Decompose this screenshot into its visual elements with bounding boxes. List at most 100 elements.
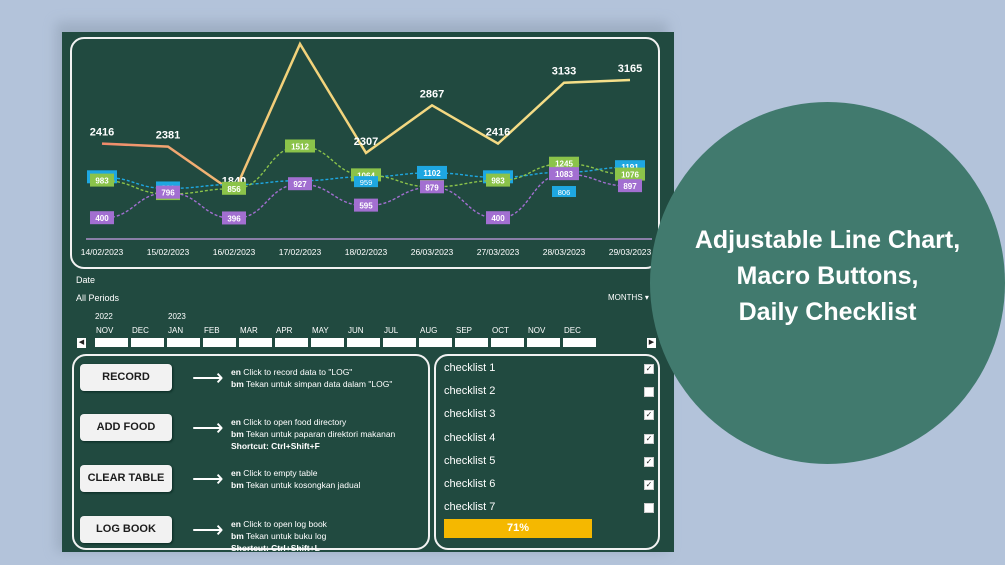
timeline-month-tile[interactable]: [527, 338, 560, 347]
data-label: 959: [360, 178, 373, 187]
data-label: 396: [227, 214, 241, 223]
macro-button-add-food[interactable]: ADD FOOD: [80, 414, 172, 441]
data-label-box: [486, 173, 510, 187]
lang-bm-tag: bm: [231, 531, 244, 541]
timeline-month-label: NOV: [96, 326, 114, 335]
timeline-month-tile[interactable]: [347, 338, 380, 347]
timeline-month-tile[interactable]: [239, 338, 272, 347]
data-label-box: [90, 211, 114, 225]
data-label-box: [420, 180, 444, 194]
timeline-month-tile[interactable]: [311, 338, 344, 347]
checklist-item[interactable]: checklist 1 ✓: [444, 362, 654, 378]
promo-line-1: Adjustable Line Chart,: [694, 226, 961, 254]
macro-panel: RECORD ⟶ en Click to record data to "LOG" b…: [72, 354, 430, 553]
data-label: 400: [491, 214, 505, 223]
granularity-value: MONTHS: [608, 293, 643, 302]
checklist-item[interactable]: checklist 3 ✓: [444, 408, 654, 424]
checklist-item-label: checklist 6: [444, 478, 496, 490]
timeline-month-tile[interactable]: [419, 338, 452, 347]
timeline-month-tile[interactable]: [563, 338, 596, 347]
checkbox[interactable]: ✓: [644, 364, 654, 374]
arrow-right-icon: ⟶: [192, 517, 224, 542]
data-label: 595: [359, 202, 373, 211]
timeline-month-label: SEP: [456, 326, 473, 335]
x-tick-label: 18/02/2023: [345, 247, 388, 257]
data-label: 1102: [423, 169, 441, 178]
timeline-month-tile[interactable]: [131, 338, 164, 347]
macro-description: en Click to open log book bm Tekan untuk …: [231, 518, 327, 554]
x-tick-label: 17/02/2023: [279, 247, 322, 257]
timeline-month-tile[interactable]: [95, 338, 128, 347]
timeline-month-label: DEC: [132, 326, 149, 335]
lang-bm-tag: bm: [231, 429, 244, 439]
data-label: 879: [425, 183, 439, 192]
main-data-label: 3165: [618, 63, 642, 75]
data-label: 1083: [555, 170, 573, 179]
data-label: 983: [95, 177, 109, 186]
checkbox[interactable]: ✓: [644, 410, 654, 421]
checklist-progress-bar: 71%: [444, 519, 592, 538]
timeline-scroll-right-icon[interactable]: ▶: [647, 338, 656, 348]
macro-button-record[interactable]: RECORD: [80, 364, 172, 391]
macro-button-clear-table[interactable]: CLEAR TABLE: [80, 465, 172, 492]
arrow-right-icon: ⟶: [192, 466, 224, 491]
timeline-month-tile[interactable]: [167, 338, 200, 347]
description-bm: Tekan untuk kosongkan jadual: [245, 480, 361, 490]
data-label-box: [618, 179, 642, 193]
timeline-month-tile[interactable]: [491, 338, 524, 347]
checkbox[interactable]: ✓: [644, 456, 654, 467]
checklist-item-label: checklist 3: [444, 408, 496, 421]
shortcut-text: Shortcut: Ctrl+Shift+F: [231, 441, 320, 451]
timeline-month-tile[interactable]: [455, 338, 488, 347]
dashboard: 2416238118403589230728672416313331651034…: [62, 32, 674, 553]
arrow-right-icon: ⟶: [192, 415, 224, 440]
timeline-month-label: NOV: [528, 326, 546, 335]
timeline-month-label: OCT: [492, 326, 509, 335]
timeline-year: 2022: [95, 312, 113, 321]
checklist-item[interactable]: checklist 7: [444, 501, 654, 517]
data-label-box: [285, 139, 315, 153]
checklist-item-label: checklist 1: [444, 362, 496, 374]
checklist-item-label: checklist 7: [444, 501, 496, 514]
data-label: 1512: [291, 142, 309, 151]
timeline-month-label: MAY: [312, 326, 329, 335]
description-en: Click to empty table: [243, 468, 318, 478]
checklist-item[interactable]: checklist 2: [444, 385, 654, 401]
description-en: Click to open food directory: [243, 417, 347, 427]
description-bm: Tekan untuk simpan data dalam "LOG": [245, 379, 393, 389]
main-data-label: 2867: [420, 88, 444, 100]
timeline-month-tile[interactable]: [275, 338, 308, 347]
data-label-box: [90, 173, 114, 187]
checkbox[interactable]: [644, 387, 654, 398]
data-label: 400: [95, 214, 109, 223]
data-label: 796: [161, 189, 175, 198]
main-data-label: 2416: [90, 127, 114, 139]
line-chart: 2416238118403589230728672416313331651034…: [81, 41, 652, 257]
data-label: 927: [293, 180, 307, 189]
timeline-month-label: DEC: [564, 326, 581, 335]
checkbox[interactable]: [644, 503, 654, 514]
promo-line-2: Macro Buttons,: [736, 262, 919, 290]
description-bm: Tekan untuk paparan direktori makanan: [245, 429, 396, 439]
timeline-scroll-left-icon[interactable]: ◀: [77, 338, 86, 348]
macro-button-log-book[interactable]: LOG BOOK: [80, 516, 172, 543]
timeline-month-label: JAN: [168, 326, 184, 335]
description-en: Click to record data to "LOG": [243, 367, 353, 377]
data-label: 983: [491, 177, 505, 186]
lang-en-tag: en: [231, 468, 241, 478]
checkbox[interactable]: ✓: [644, 480, 654, 490]
checklist-item[interactable]: checklist 6 ✓: [444, 478, 654, 494]
data-label: 1064: [357, 171, 375, 180]
chart-panel: 2416238118403589230728672416313331651034…: [70, 37, 660, 269]
checklist-item-label: checklist 5: [444, 454, 496, 467]
timeline-month-tile[interactable]: [203, 338, 236, 347]
timeline-month-tile[interactable]: [383, 338, 416, 347]
checklist-panel: 71% checklist 1 ✓ checklist 2 checklist 3 ✓ c…: [434, 354, 660, 550]
data-label-box: [354, 176, 378, 188]
checklist-item[interactable]: checklist 4 ✓: [444, 432, 654, 448]
checklist-item[interactable]: checklist 5 ✓: [444, 455, 654, 471]
checkbox[interactable]: ✓: [644, 433, 654, 444]
checklist-item-label: checklist 4: [444, 431, 496, 444]
x-tick-label: 14/02/2023: [81, 247, 124, 257]
granularity-dropdown[interactable]: MONTHS ▾: [608, 293, 649, 302]
